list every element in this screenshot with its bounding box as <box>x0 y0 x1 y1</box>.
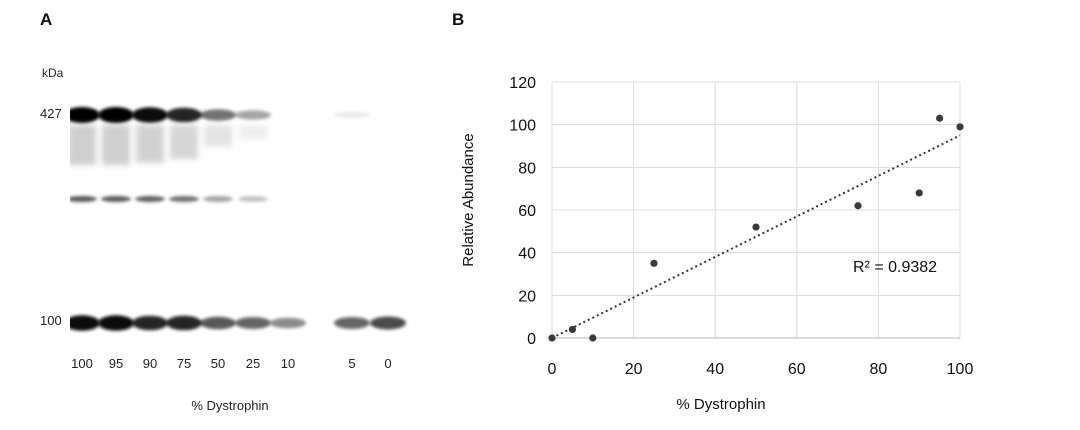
data-point <box>548 334 556 342</box>
western-blot-image <box>70 107 406 331</box>
loading-control-band <box>370 316 406 330</box>
r-squared-annotation: R² = 0.9382 <box>853 259 937 276</box>
y-tick-label: 120 <box>509 75 536 92</box>
x-tick-label: 80 <box>870 361 888 378</box>
loading-control-band <box>235 317 271 329</box>
blot-x-axis-label: % Dystrophin <box>191 398 269 413</box>
degradation-band <box>203 196 233 202</box>
x-tick-label: 40 <box>706 361 724 378</box>
lane-label: 50 <box>210 356 226 371</box>
loading-control-band <box>270 317 306 329</box>
lane-label: 25 <box>245 356 261 371</box>
data-point <box>568 325 576 334</box>
loading-control-band <box>334 317 370 329</box>
data-point <box>956 123 964 131</box>
panel-b-label: B <box>452 10 465 29</box>
data-point <box>915 189 923 197</box>
band-smear <box>70 125 96 165</box>
dystrophin-band <box>98 107 134 123</box>
band-smear <box>239 125 267 139</box>
degradation-band <box>101 196 131 202</box>
lane-label: 90 <box>142 356 158 371</box>
band-smear <box>102 125 130 165</box>
degradation-band <box>70 196 97 202</box>
loading-control-band <box>200 316 236 330</box>
y-tick-label: 0 <box>527 331 536 348</box>
lane-label: 95 <box>108 356 124 371</box>
dystrophin-band <box>166 107 202 123</box>
degradation-band <box>238 196 268 202</box>
band-smear <box>170 125 198 159</box>
data-point <box>854 202 862 210</box>
data-point <box>936 114 944 122</box>
lane-label: 75 <box>176 356 192 371</box>
x-tick-label: 0 <box>548 361 557 378</box>
lane-label: 5 <box>348 356 356 371</box>
band-smear <box>136 125 164 163</box>
marker-427-label: 427 <box>40 106 62 121</box>
dystrophin-band <box>132 107 168 123</box>
lane-label: 10 <box>280 356 296 371</box>
dystrophin-band <box>200 109 236 121</box>
loading-control-band <box>98 315 134 331</box>
kda-unit-label: kDa <box>42 66 64 80</box>
loading-control-band <box>70 315 100 331</box>
panel-a-label: A <box>40 10 53 29</box>
data-point <box>650 259 658 267</box>
y-tick-label: 40 <box>518 246 536 263</box>
degradation-band <box>169 196 199 202</box>
loading-control-band <box>166 315 202 331</box>
degradation-band <box>135 196 165 202</box>
dystrophin-band <box>334 111 370 119</box>
linear-trendline <box>551 134 961 339</box>
lane-label: 0 <box>384 356 392 371</box>
y-tick-label: 20 <box>518 288 536 305</box>
marker-100-label: 100 <box>40 313 62 328</box>
x-tick-label: 60 <box>788 361 806 378</box>
dystrophin-band <box>235 110 271 120</box>
y-axis-label: Relative Abundance <box>460 133 477 266</box>
y-tick-label: 80 <box>518 160 536 177</box>
x-tick-label: 100 <box>947 361 974 378</box>
data-point <box>589 334 597 342</box>
loading-control-band <box>132 315 168 331</box>
x-axis-label: % Dystrophin <box>676 396 765 413</box>
scatter-chart: 0 20 40 60 80 100 0 20 40 60 80 100 120 Relative Abu… <box>460 75 974 413</box>
lane-label: 100 <box>71 356 93 371</box>
y-tick-label: 100 <box>509 118 536 135</box>
x-tick-label: 20 <box>625 361 643 378</box>
dystrophin-band <box>70 107 100 123</box>
y-tick-label: 60 <box>518 203 536 220</box>
data-point <box>752 223 760 231</box>
band-smear <box>204 125 232 147</box>
